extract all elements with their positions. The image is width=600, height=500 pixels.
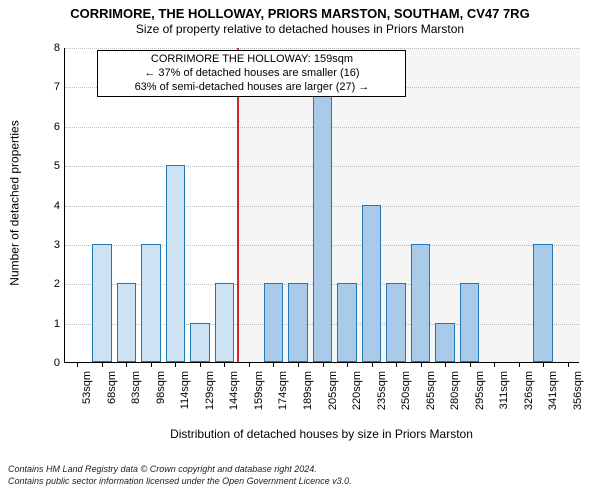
- x-tick: [298, 362, 299, 367]
- histogram-bar: [92, 244, 112, 362]
- x-tick: [470, 362, 471, 367]
- x-tick-label: 205sqm: [327, 371, 339, 431]
- histogram-bar: [288, 283, 308, 362]
- x-axis-label: Distribution of detached houses by size …: [64, 427, 579, 441]
- histogram-bar: [166, 165, 186, 362]
- x-tick-label: 326sqm: [523, 371, 535, 431]
- x-tick: [77, 362, 78, 367]
- x-tick: [323, 362, 324, 367]
- x-tick-label: 311sqm: [498, 371, 510, 431]
- x-tick: [151, 362, 152, 367]
- y-axis-label: Number of detached properties: [7, 45, 21, 360]
- gridline: [65, 48, 579, 49]
- x-tick-label: 341sqm: [547, 371, 559, 431]
- annotation-box: CORRIMORE THE HOLLOWAY: 159sqm← 37% of d…: [97, 50, 406, 97]
- x-tick-label: 220sqm: [351, 371, 363, 431]
- x-tick-label: 83sqm: [130, 371, 142, 431]
- y-tick-label: 6: [42, 121, 60, 133]
- y-tick-label: 7: [42, 81, 60, 93]
- histogram-bar: [411, 244, 431, 362]
- annotation-line-1: CORRIMORE THE HOLLOWAY: 159sqm: [102, 53, 401, 67]
- x-tick: [175, 362, 176, 367]
- x-tick: [200, 362, 201, 367]
- y-tick-label: 0: [42, 357, 60, 369]
- x-tick: [347, 362, 348, 367]
- x-tick-label: 98sqm: [155, 371, 167, 431]
- x-tick-label: 189sqm: [302, 371, 314, 431]
- histogram-bar: [460, 283, 480, 362]
- x-tick-label: 280sqm: [449, 371, 461, 431]
- x-tick-label: 159sqm: [253, 371, 265, 431]
- x-tick: [126, 362, 127, 367]
- y-tick-label: 2: [42, 278, 60, 290]
- x-tick-label: 356sqm: [572, 371, 584, 431]
- x-tick: [543, 362, 544, 367]
- x-tick-label: 295sqm: [474, 371, 486, 431]
- x-tick: [249, 362, 250, 367]
- histogram-bar: [117, 283, 137, 362]
- y-tick-label: 1: [42, 318, 60, 330]
- histogram-bar: [215, 283, 235, 362]
- annotation-line-2: ← 37% of detached houses are smaller (16…: [102, 67, 401, 81]
- histogram-bar: [362, 205, 382, 363]
- x-tick-label: 114sqm: [179, 371, 191, 431]
- title-line-2: Size of property relative to detached ho…: [0, 22, 600, 36]
- annotation-line-3: 63% of semi-detached houses are larger (…: [102, 81, 401, 95]
- x-tick-label: 250sqm: [400, 371, 412, 431]
- footer-line-2: Contains public sector information licen…: [8, 475, 352, 487]
- x-tick: [273, 362, 274, 367]
- footer-line-1: Contains HM Land Registry data © Crown c…: [8, 463, 352, 475]
- x-tick: [519, 362, 520, 367]
- footer-attribution: Contains HM Land Registry data © Crown c…: [8, 463, 352, 487]
- y-tick-label: 8: [42, 42, 60, 54]
- histogram-bar: [337, 283, 357, 362]
- y-tick-label: 5: [42, 160, 60, 172]
- x-tick: [224, 362, 225, 367]
- x-tick: [396, 362, 397, 367]
- x-tick: [445, 362, 446, 367]
- x-tick-label: 174sqm: [277, 371, 289, 431]
- histogram-bar: [190, 323, 210, 362]
- x-tick: [494, 362, 495, 367]
- histogram-bar: [435, 323, 455, 362]
- x-tick-label: 235sqm: [376, 371, 388, 431]
- chart-title: CORRIMORE, THE HOLLOWAY, PRIORS MARSTON,…: [0, 0, 600, 36]
- x-tick-label: 53sqm: [81, 371, 93, 431]
- histogram-bar: [386, 283, 406, 362]
- x-tick-label: 144sqm: [228, 371, 240, 431]
- histogram-bar: [533, 244, 553, 362]
- chart-frame: CORRIMORE, THE HOLLOWAY, PRIORS MARSTON,…: [0, 0, 600, 500]
- histogram-bar: [313, 86, 333, 362]
- x-tick-label: 265sqm: [425, 371, 437, 431]
- x-tick: [372, 362, 373, 367]
- plot-area: 01234567853sqm68sqm83sqm98sqm114sqm129sq…: [64, 48, 579, 363]
- x-tick: [568, 362, 569, 367]
- title-line-1: CORRIMORE, THE HOLLOWAY, PRIORS MARSTON,…: [0, 6, 600, 22]
- x-tick-label: 68sqm: [106, 371, 118, 431]
- x-tick: [421, 362, 422, 367]
- y-tick-label: 4: [42, 200, 60, 212]
- histogram-bar: [141, 244, 161, 362]
- histogram-bar: [264, 283, 284, 362]
- x-tick: [102, 362, 103, 367]
- y-tick-label: 3: [42, 239, 60, 251]
- x-tick-label: 129sqm: [204, 371, 216, 431]
